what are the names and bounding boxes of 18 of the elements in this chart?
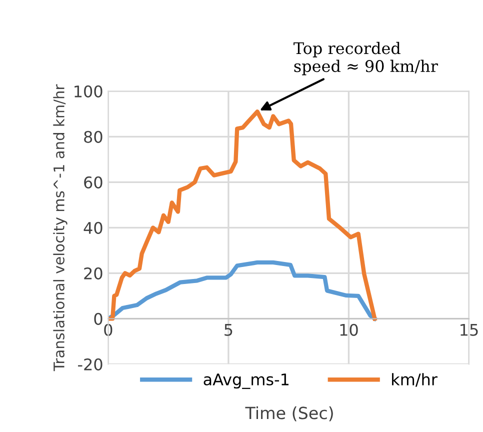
y-tick-label: 20: [84, 267, 102, 280]
y-tick-label: 100: [74, 85, 102, 98]
x-axis-title: Time (Sec): [245, 406, 333, 422]
line-series: [108, 260, 377, 321]
x-tick-label: 10: [340, 324, 358, 336]
line-series: [108, 110, 377, 321]
x-tick-label: 5: [224, 324, 232, 336]
x-tick-label: 15: [460, 324, 478, 336]
annotation: Top recorded speed ≈ 90 km/hr: [294, 42, 438, 76]
x-tick-label: 0: [104, 324, 112, 336]
legend-label: km/hr: [392, 373, 438, 387]
y-tick-label: 40: [84, 222, 102, 234]
y-tick-label: 60: [84, 176, 102, 188]
y-tick-label: -20: [78, 358, 102, 370]
y-tick-label: 0: [94, 312, 102, 325]
legend-label: aAvg_ms-1: [204, 374, 288, 389]
y-tick-label: 80: [84, 130, 102, 143]
y-axis-title: Translational velocity ms^-1 and km/hr: [53, 84, 68, 372]
